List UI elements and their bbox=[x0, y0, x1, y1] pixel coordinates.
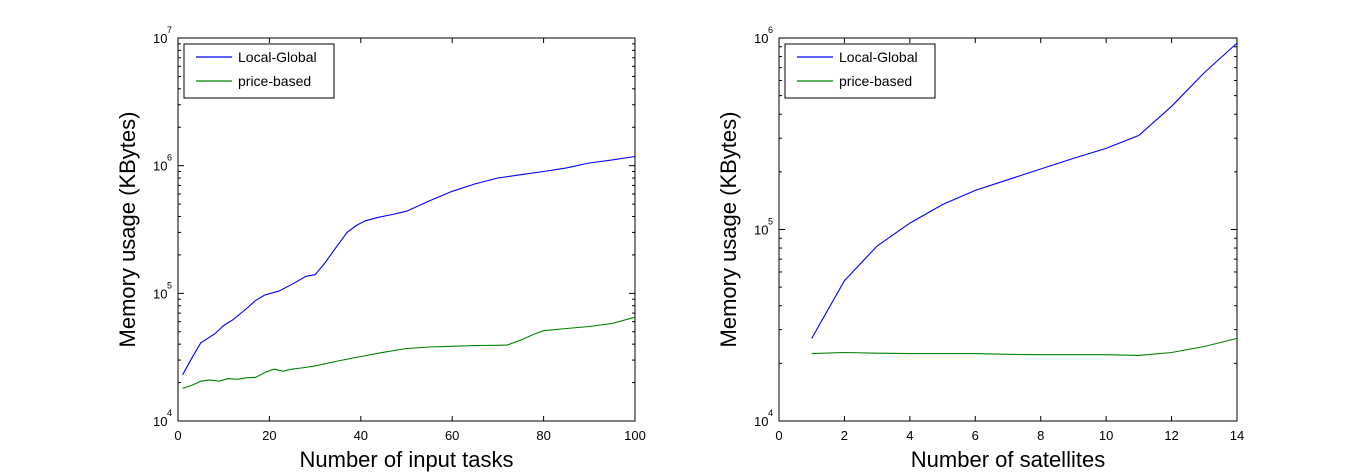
y-tick-label: 105 bbox=[754, 217, 773, 238]
x-tick-label: 10 bbox=[1099, 428, 1113, 443]
y-axis-title: Memory usage (KBytes) bbox=[716, 112, 741, 348]
y-tick-label: 107 bbox=[153, 25, 172, 46]
plot-frame bbox=[177, 37, 636, 422]
y-tick-label: 106 bbox=[754, 25, 773, 46]
x-tick-label: 20 bbox=[262, 428, 276, 443]
x-axis-title: Number of input tasks bbox=[300, 447, 514, 472]
y-tick-base: 10 bbox=[153, 31, 167, 46]
x-tick-label: 0 bbox=[174, 428, 181, 443]
legend-label: price-based bbox=[839, 73, 912, 89]
x-tick-label: 6 bbox=[972, 428, 979, 443]
y-tick-base: 10 bbox=[153, 159, 167, 174]
y-tick-base: 10 bbox=[153, 286, 167, 301]
series-line-2 bbox=[182, 316, 636, 389]
y-tick-base: 10 bbox=[153, 414, 167, 429]
y-tick-base: 10 bbox=[754, 414, 768, 429]
legend-box bbox=[784, 43, 936, 99]
y-tick-exponent: 5 bbox=[167, 280, 172, 290]
x-tick-label: 2 bbox=[841, 428, 848, 443]
x-tick-label: 8 bbox=[1037, 428, 1044, 443]
x-tick-label: 0 bbox=[775, 428, 782, 443]
y-tick-exponent: 6 bbox=[167, 153, 172, 163]
legend-label: Local-Global bbox=[238, 49, 317, 65]
legend-label: price-based bbox=[238, 73, 311, 89]
x-tick-label: 80 bbox=[536, 428, 550, 443]
legend-box bbox=[183, 43, 335, 99]
x-tick-label: 4 bbox=[906, 428, 913, 443]
legend: Local-Global price-based bbox=[183, 43, 335, 99]
y-tick-exponent: 4 bbox=[768, 408, 773, 418]
y-tick-label: 104 bbox=[153, 408, 172, 429]
series-line-2 bbox=[811, 337, 1238, 356]
y-tick-base: 10 bbox=[754, 223, 768, 238]
y-axis-title: Memory usage (KBytes) bbox=[115, 112, 140, 348]
y-tick-exponent: 5 bbox=[768, 217, 773, 227]
x-tick-label: 14 bbox=[1230, 428, 1244, 443]
y-tick-exponent: 6 bbox=[768, 25, 773, 35]
y-tick-label: 104 bbox=[754, 408, 773, 429]
x-tick-label: 60 bbox=[445, 428, 459, 443]
x-tick-label: 40 bbox=[354, 428, 368, 443]
y-tick-label: 105 bbox=[153, 280, 172, 301]
y-tick-base: 10 bbox=[754, 31, 768, 46]
y-tick-exponent: 7 bbox=[167, 25, 172, 35]
y-tick-label: 106 bbox=[153, 153, 172, 174]
y-tick-exponent: 4 bbox=[167, 408, 172, 418]
legend: Local-Global price-based bbox=[784, 43, 936, 99]
x-axis-title: Number of satellites bbox=[911, 447, 1105, 472]
legend-label: Local-Global bbox=[839, 49, 918, 65]
x-tick-label: 100 bbox=[624, 428, 646, 443]
series-line-1 bbox=[811, 42, 1238, 339]
x-tick-label: 12 bbox=[1164, 428, 1178, 443]
series-line-1 bbox=[182, 155, 636, 376]
